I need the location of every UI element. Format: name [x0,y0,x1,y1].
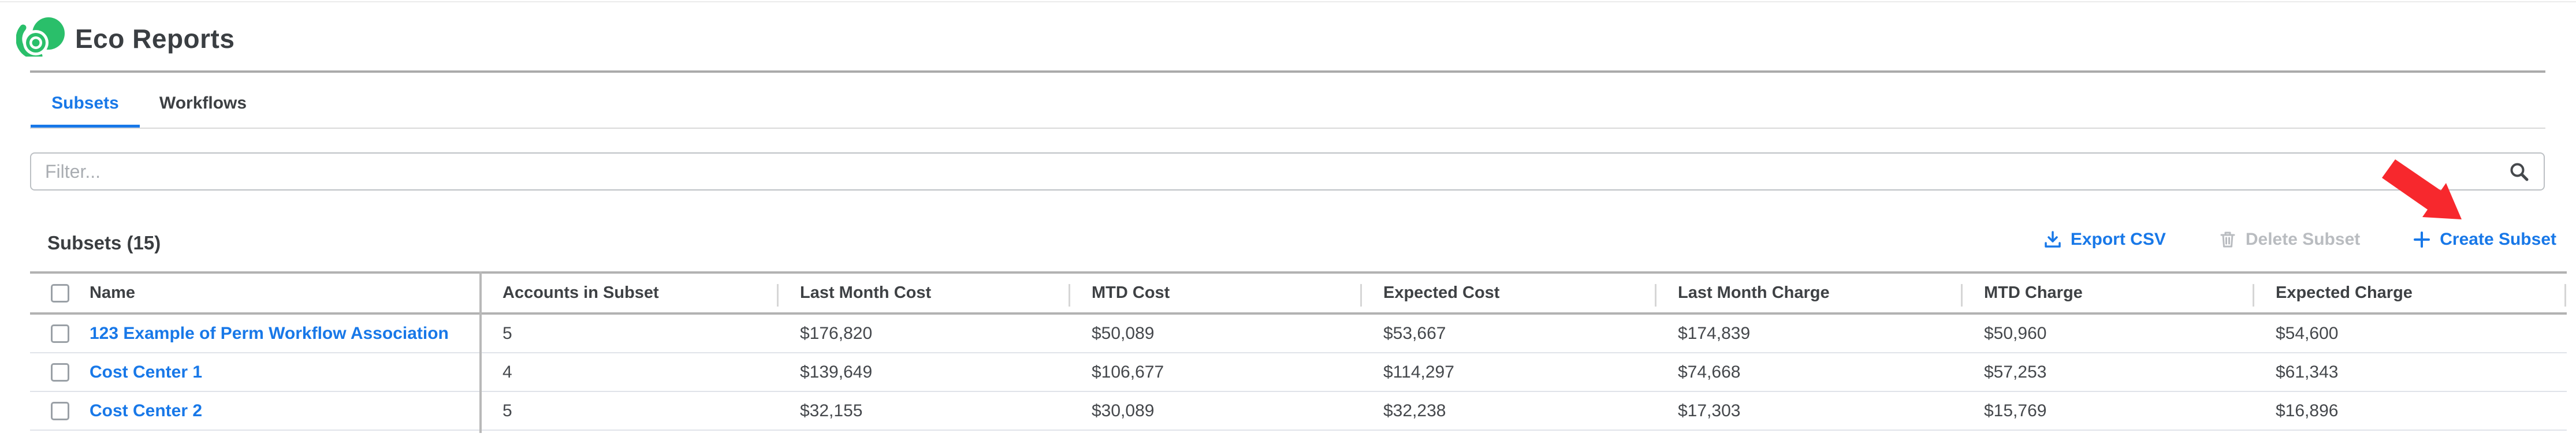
header-divider-4 [1655,284,1656,307]
table-row: Cost Center 1 4 $139,649 $106,677 $114,2… [30,353,2567,392]
column-header-mtd-charge[interactable]: MTD Charge [1984,283,2083,302]
table-header-row: Name Accounts in Subset Last Month Cost … [30,271,2567,315]
accounts-in-subset-value: 4 [502,362,512,382]
filter-box [30,152,2545,191]
export-csv-button[interactable]: Export CSV [2043,230,2166,249]
delete-subset-button[interactable]: Delete Subset [2218,230,2360,249]
header-divider [30,70,2545,73]
table-row: Cost Center 2 5 $32,155 $30,089 $32,238 … [30,392,2567,431]
accounts-in-subset-value: 5 [502,401,512,420]
mtd-charge-value: $57,253 [1984,362,2047,382]
header-divider-1 [777,284,779,307]
subset-name-link[interactable]: Cost Center 2 [90,401,203,420]
mtd-cost-value: $30,089 [1092,401,1155,420]
column-header-expected-charge[interactable]: Expected Charge [2276,283,2413,302]
row-checkbox[interactable] [51,363,69,382]
last-month-charge-value: $17,303 [1678,401,1741,420]
subsets-table: Name Accounts in Subset Last Month Cost … [30,271,2567,433]
trash-icon [2218,230,2238,249]
row-checkbox[interactable] [51,401,69,420]
subset-name-link[interactable]: Cost Center 1 [90,362,203,382]
column-header-expected-cost[interactable]: Expected Cost [1383,283,1500,302]
header-divider-7 [2564,284,2566,307]
header-divider-5 [1961,284,1963,307]
mtd-charge-value: $50,960 [1984,323,2047,343]
tab-workflows[interactable]: Workflows [140,91,266,115]
header-divider-2 [1069,284,1070,307]
create-subset-label: Create Subset [2440,230,2556,249]
expected-charge-value: $61,343 [2276,362,2339,382]
column-header-name[interactable]: Name [90,283,135,302]
toolbar-actions: Export CSV Delete Subset Cr [2043,230,2556,249]
header-divider-6 [2253,284,2254,307]
search-icon [2509,162,2530,182]
filter-input[interactable] [31,154,2544,189]
expected-cost-value: $114,297 [1383,362,1454,382]
column-header-last-month-cost[interactable]: Last Month Cost [800,283,932,302]
last-month-cost-value: $139,649 [800,362,873,382]
column-header-last-month-charge[interactable]: Last Month Charge [1678,283,1830,302]
select-all-checkbox[interactable] [51,283,69,303]
accounts-in-subset-value: 5 [502,323,512,343]
mtd-cost-value: $106,677 [1092,362,1164,382]
row-checkbox[interactable] [51,324,69,343]
delete-subset-label: Delete Subset [2245,230,2361,249]
column-header-mtd-cost[interactable]: MTD Cost [1092,283,1170,302]
tab-subsets[interactable]: Subsets [31,91,140,115]
expected-cost-value: $53,667 [1383,323,1446,343]
header-divider-3 [1360,284,1362,307]
subset-name-link[interactable]: 123 Example of Perm Workflow Association [90,323,449,343]
page-title: Eco Reports [75,24,235,54]
mtd-cost-value: $50,089 [1092,323,1155,343]
expected-charge-value: $54,600 [2276,323,2339,343]
active-tab-underline [31,125,140,128]
pinned-column-divider [479,271,482,433]
red-arrow-pointer-icon [2368,144,2472,228]
export-csv-label: Export CSV [2070,230,2166,249]
column-header-accounts[interactable]: Accounts in Subset [502,283,659,302]
window-top-border [0,1,2576,2]
expected-cost-value: $32,238 [1383,401,1446,420]
last-month-charge-value: $174,839 [1678,323,1751,343]
download-icon [2043,230,2063,249]
expected-charge-value: $16,896 [2276,401,2339,420]
last-month-cost-value: $176,820 [800,323,873,343]
tab-subsets-label: Subsets [51,94,119,113]
eco-logo-icon [16,16,66,57]
mtd-charge-value: $15,769 [1984,401,2047,420]
last-month-cost-value: $32,155 [800,401,863,420]
tabs-baseline [30,128,2545,129]
create-subset-button[interactable]: Create Subset [2412,230,2556,249]
last-month-charge-value: $74,668 [1678,362,1741,382]
table-row: 123 Example of Perm Workflow Association… [30,315,2567,353]
plus-icon [2412,230,2432,249]
tab-workflows-label: Workflows [159,94,247,113]
subsets-count-heading: Subsets (15) [47,232,161,253]
